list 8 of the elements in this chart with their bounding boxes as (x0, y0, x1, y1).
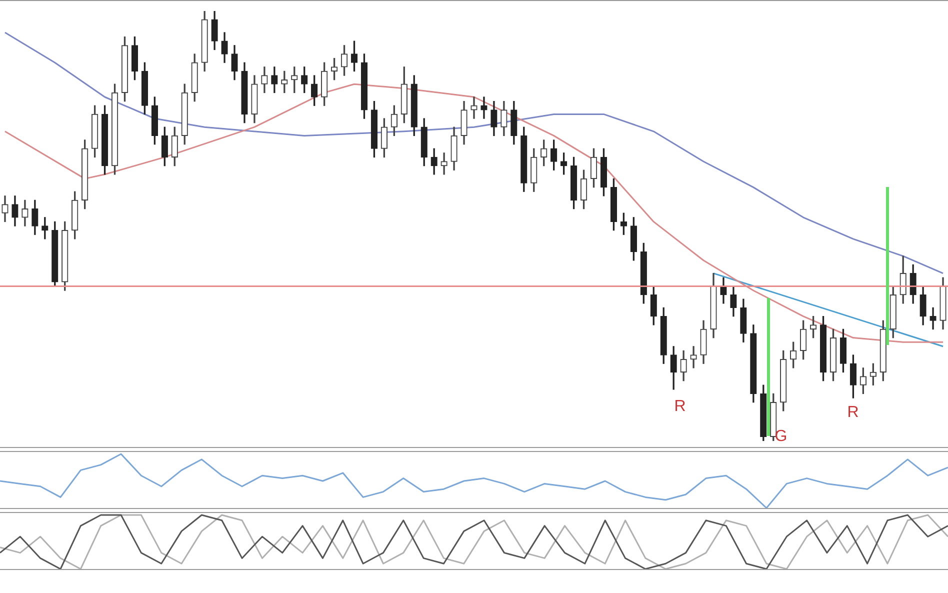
candlestick (470, 96, 478, 119)
annotation: R (674, 398, 686, 416)
candlestick (930, 307, 936, 330)
candlestick (440, 152, 448, 175)
candlestick (690, 346, 697, 368)
annotation: R (847, 404, 859, 422)
candlestick (480, 96, 488, 119)
annotation: G (774, 428, 788, 446)
